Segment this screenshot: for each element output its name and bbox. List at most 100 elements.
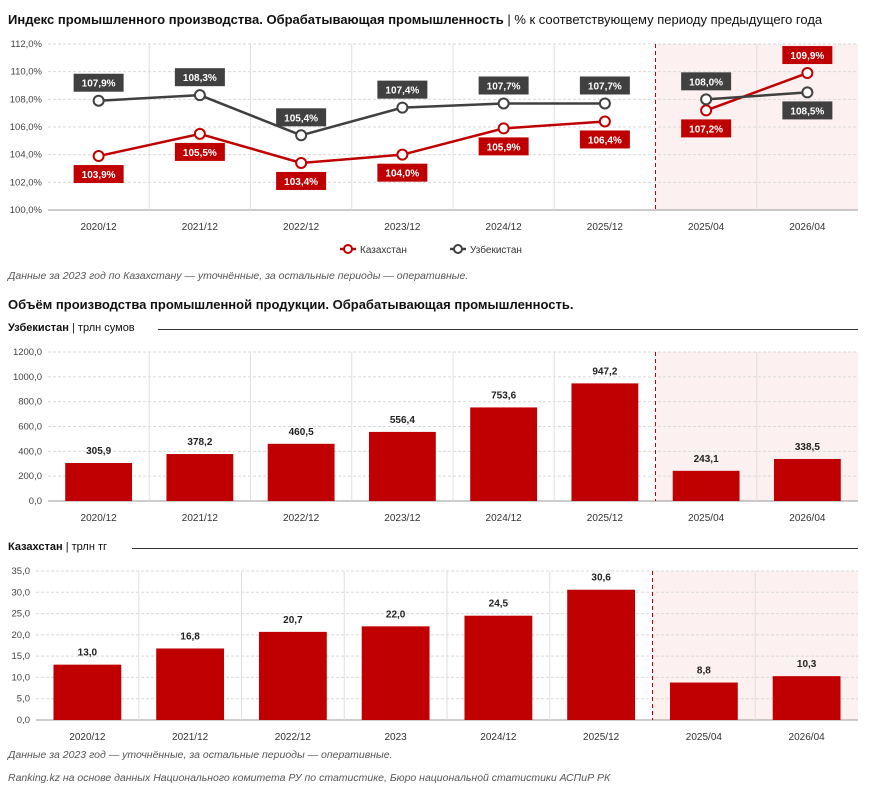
subhead-kazakhstan: Казахстан | трлн тг [8, 541, 107, 553]
subhead-uz-unit: трлн сумов [77, 322, 135, 334]
bar [267, 443, 335, 501]
bar-value-label: 947,2 [592, 366, 617, 377]
legend-item-uzbekistan: Узбекистан [450, 244, 522, 256]
data-point [193, 89, 206, 102]
data-label-tag: 107,9% [73, 73, 124, 92]
data-label-tag: 108,5% [782, 101, 833, 120]
x-tick-label: 2024/12 [486, 222, 523, 233]
legend-label: Казахстан [360, 245, 407, 256]
data-label-bg [377, 163, 428, 182]
data-label-tag: 105,5% [174, 142, 225, 161]
data-label: 108,0% [689, 77, 723, 88]
y-tick-label: 104,0% [10, 150, 43, 161]
legend-item-kazakhstan: Казахстан [340, 244, 407, 256]
data-label-tag: 107,7% [579, 76, 630, 95]
bar [156, 648, 225, 720]
bar-value-label: 24,5 [489, 599, 509, 610]
data-point [497, 122, 510, 135]
y-tick-label: 1000,0 [13, 372, 42, 383]
y-tick-label: 106,0% [10, 122, 43, 133]
bar [772, 676, 841, 720]
bar [361, 626, 430, 720]
data-label-bg [73, 165, 124, 184]
bar [464, 615, 533, 720]
data-label: 109,9% [790, 51, 824, 62]
data-label: 106,4% [588, 135, 622, 146]
data-label: 107,2% [689, 124, 723, 135]
subhead-uz-country: Узбекистан [8, 322, 69, 334]
y-tick-label: 15,0 [12, 651, 31, 662]
bar [258, 631, 327, 720]
bar-value-label: 378,2 [187, 437, 212, 448]
subhead-uz-sep: | [72, 322, 78, 334]
y-tick-label: 0,0 [17, 715, 30, 726]
bar-value-label: 16,8 [180, 631, 200, 642]
x-tick-label: 2025/04 [686, 732, 723, 743]
note-top: Данные за 2023 год по Казахстану — уточн… [8, 270, 469, 282]
data-label-bg [681, 72, 732, 91]
title-unit: % к соответствующему периоду предыдущего… [514, 12, 823, 27]
x-tick-label: 2026/04 [789, 513, 826, 524]
kazakhstan-bar-chart: 0,0 5,0 10,0 15,0 20,0 25,0 30,0 35,0 13,0 2020/1… [12, 566, 858, 743]
data-point [92, 150, 105, 163]
section-title-volume: Объём производства промышленной продукци… [8, 297, 573, 312]
bar [773, 458, 841, 501]
data-label: 105,4% [284, 113, 318, 124]
x-tick-label: 2022/12 [283, 513, 320, 524]
series-line-kazakhstan [98, 120, 605, 165]
data-point [801, 86, 814, 99]
subhead-kz-rule [132, 548, 858, 549]
series-line-uzbekistan [706, 91, 808, 101]
data-label-tag: 106,4% [579, 130, 630, 149]
y-tick-label: 20,0 [12, 630, 31, 641]
page-title: Индекс промышленного производства. Обраб… [8, 12, 822, 27]
data-label-bg [478, 76, 529, 95]
legend-label: Узбекистан [470, 244, 522, 256]
data-label-bg [276, 171, 327, 190]
bar-value-label: 22,0 [386, 609, 406, 620]
bar-value-label: 556,4 [390, 415, 415, 426]
x-tick-label: 2026/04 [789, 732, 826, 743]
x-tick-label: 2022/12 [275, 732, 312, 743]
bar-value-label: 30,6 [591, 573, 611, 584]
series-line-uzbekistan [98, 93, 605, 137]
data-point [700, 104, 713, 117]
x-tick-label: 2020/12 [69, 732, 106, 743]
data-point [396, 148, 409, 161]
data-label-bg [174, 142, 225, 161]
bar [470, 407, 538, 501]
bar-value-label: 338,5 [795, 442, 820, 453]
x-tick-label: 2025/12 [587, 222, 624, 233]
bar-value-label: 10,3 [797, 659, 817, 670]
section-title-text: Объём производства промышленной продукци… [8, 297, 574, 312]
x-tick-label: 2022/12 [283, 222, 320, 233]
bar [65, 463, 133, 501]
x-tick-label: 2025/12 [587, 513, 624, 524]
y-tick-label: 1200,0 [13, 347, 42, 358]
y-tick-label: 10,0 [12, 672, 31, 683]
data-label-bg [579, 76, 630, 95]
x-tick-label: 2025/12 [583, 732, 620, 743]
data-point [193, 127, 206, 140]
data-label-bg [782, 101, 833, 120]
data-label-tag: 109,9% [782, 46, 833, 65]
legend-marker [343, 244, 353, 254]
subhead-kz-unit: трлн тг [71, 541, 108, 553]
data-label: 108,3% [183, 73, 217, 84]
y-tick-label: 112,0% [10, 39, 42, 50]
bar [672, 470, 740, 501]
y-tick-label: 0,0 [29, 496, 42, 507]
note-bottom: Данные за 2023 год — уточнённые, за оста… [8, 749, 393, 761]
source-note: Ranking.kz на основе данных Национальног… [8, 772, 611, 784]
index-line-chart: 100,0% 102,0% 104,0% 106,0% 108,0% 110,0% 112,… [10, 39, 858, 256]
data-label: 103,9% [82, 170, 116, 181]
data-label: 107,9% [82, 79, 116, 90]
y-tick-label: 30,0 [12, 587, 31, 598]
data-label: 107,7% [487, 81, 521, 92]
x-tick-label: 2025/04 [688, 222, 725, 233]
x-tick-label: 2023/12 [384, 222, 421, 233]
x-tick-label: 2020/12 [81, 513, 118, 524]
data-point [700, 93, 713, 106]
x-tick-label: 2023/12 [384, 513, 421, 524]
data-point [295, 129, 308, 142]
